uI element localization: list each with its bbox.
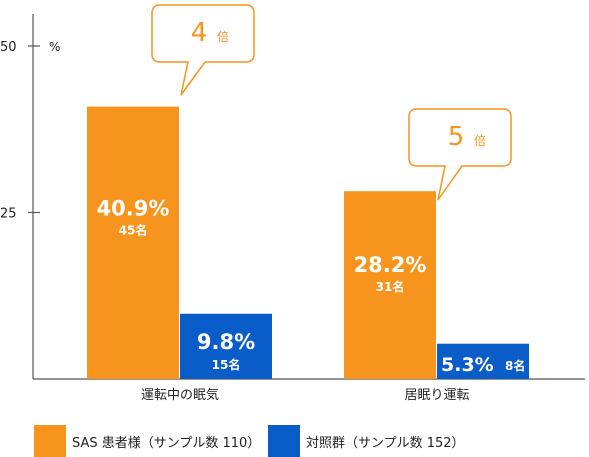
legend-swatch-sas [34, 425, 66, 457]
bar-control-1 [437, 343, 529, 379]
chart-callouts: 4 倍5 倍 [151, 4, 512, 201]
chart-labels: 運転中の眠気 居眠り運転 40.9% 45名 28.2% 31名 9.8% 15名 5.3% 8名 [97, 197, 526, 403]
bar-sas-1 [344, 191, 436, 379]
callout-suffix-0: 倍 [217, 29, 229, 44]
value-label-sas-1: 28.2% [354, 253, 427, 277]
count-label-sas-0: 45名 [119, 223, 148, 238]
count-label-sas-1: 31名 [376, 279, 405, 294]
legend-label-sas: SAS 患者様（サンプル数 110） [72, 435, 261, 451]
x-category-label-1: 居眠り運転 [404, 388, 469, 403]
callout-bubble-1 [408, 108, 512, 201]
legend-item-control-group: 対照群（サンプル数 152） [268, 425, 465, 457]
count-label-control-0: 15名 [212, 357, 241, 372]
callout-number-0: 4 [191, 18, 208, 48]
y-axis-unit-label: % [49, 40, 60, 54]
legend-swatch-control [268, 425, 300, 457]
bar-sas-0 [87, 106, 179, 379]
chart-bars [87, 106, 529, 379]
y-tick-label-25: 25 [0, 207, 17, 222]
bar-chart: 25 50% 運転中の眠気 居眠り運転 40.9% 45名 28.2% 31名 9.8% 15名… [0, 4, 585, 403]
legend-label-control: 対照群（サンプル数 152） [306, 435, 465, 451]
y-tick-label-50: 50 [0, 40, 17, 55]
count-label-control-1: 8名 [505, 358, 525, 373]
callout-bubble-0 [151, 4, 255, 96]
bar-control-0 [180, 313, 272, 379]
value-label-sas-0: 40.9% [97, 197, 170, 221]
value-label-control-1: 5.3% [441, 354, 494, 376]
x-category-label-0: 運転中の眠気 [141, 387, 219, 403]
callout-number-1: 5 [448, 122, 465, 152]
callout-suffix-1: 倍 [474, 133, 486, 148]
value-label-control-0: 9.8% [197, 330, 255, 354]
legend-item-sas-patients: SAS 患者様（サンプル数 110） [34, 425, 260, 457]
